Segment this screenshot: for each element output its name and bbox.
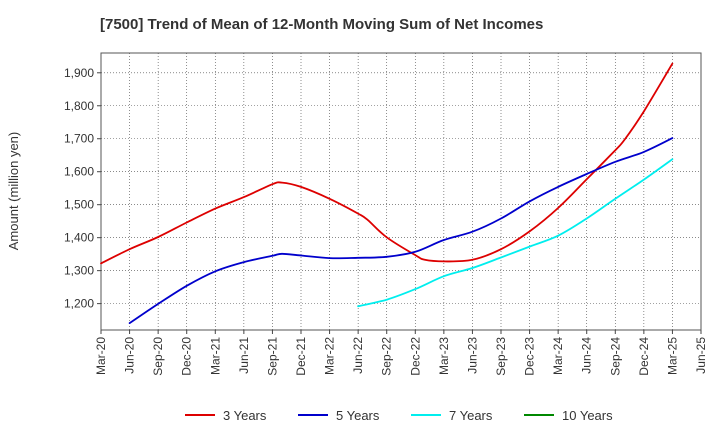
x-tick-label: Dec-23 <box>523 337 537 376</box>
plot-area <box>100 52 702 331</box>
y-tick-label: 1,600 <box>64 165 94 179</box>
x-tick-label: Jun-23 <box>465 337 479 374</box>
grid-lines <box>101 53 701 330</box>
x-tick-label: Mar-24 <box>551 337 565 375</box>
legend-label-5-years: 5 Years <box>336 408 380 423</box>
x-tick-label: Jun-24 <box>580 337 594 374</box>
x-tick-label: Sep-21 <box>265 337 279 376</box>
x-tick-label: Jun-22 <box>351 337 365 374</box>
series-line-3-years <box>100 62 674 265</box>
y-axis-label: Amount (million yen) <box>6 132 21 251</box>
y-tick-label: 1,300 <box>64 264 94 278</box>
y-tick-label: 1,200 <box>64 297 94 311</box>
x-tick-label: Sep-22 <box>380 337 394 376</box>
legend-label-10-years: 10 Years <box>562 408 613 423</box>
series-lines <box>100 62 674 324</box>
legend-label-7-years: 7 Years <box>449 408 493 423</box>
x-tick-label: Mar-23 <box>437 337 451 375</box>
x-tick-label: Mar-25 <box>665 337 679 375</box>
x-tick-label: Sep-23 <box>494 337 508 376</box>
x-tick-label: Dec-24 <box>637 337 651 376</box>
x-tick-label: Mar-20 <box>94 337 108 375</box>
x-tick-label: Sep-20 <box>151 337 165 376</box>
series-line-7-years <box>357 158 674 308</box>
y-tick-label: 1,900 <box>64 66 94 80</box>
x-tick-label: Dec-21 <box>294 337 308 376</box>
y-tick-label: 1,500 <box>64 198 94 212</box>
y-tick-label: 1,800 <box>64 99 94 113</box>
y-tick-label: 1,700 <box>64 132 94 146</box>
legend: 3 Years 5 Years 7 Years 10 Years <box>185 408 613 423</box>
x-tick-label: Jun-21 <box>237 337 251 374</box>
x-tick-label: Mar-21 <box>208 337 222 375</box>
x-tick-label: Dec-20 <box>180 337 194 376</box>
x-tick-label: Dec-22 <box>408 337 422 376</box>
x-tick-label: Sep-24 <box>608 337 622 376</box>
x-tick-label: Jun-25 <box>694 337 708 374</box>
y-axis-ticks: 1,200 1,300 1,400 1,500 1,600 1,700 1,800 1,900 <box>64 66 101 311</box>
y-tick-label: 1,400 <box>64 231 94 245</box>
series-line-5-years <box>128 137 674 324</box>
legend-label-3-years: 3 Years <box>223 408 267 423</box>
chart-title: [7500] Trend of Mean of 12-Month Moving … <box>100 16 544 33</box>
x-tick-label: Jun-20 <box>123 337 137 374</box>
x-tick-label: Mar-22 <box>323 337 337 375</box>
x-axis-ticks: Mar-20 Jun-20 Sep-20 Dec-20 Mar-21 Jun-21 Sep-… <box>94 330 708 376</box>
